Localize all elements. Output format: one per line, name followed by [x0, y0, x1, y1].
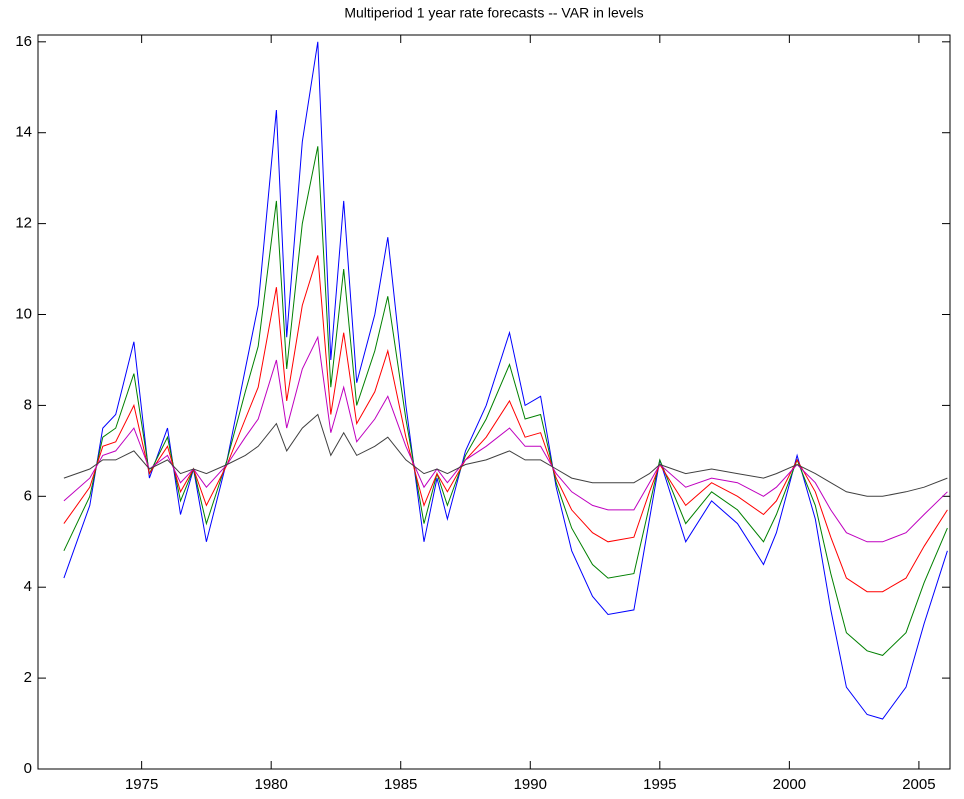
x-tick-label: 1975: [125, 776, 158, 793]
x-tick-label: 1985: [384, 776, 417, 793]
y-tick-label: 14: [15, 124, 32, 141]
chart-title: Multiperiod 1 year rate forecasts -- VAR…: [344, 5, 643, 21]
y-tick-label: 2: [24, 669, 32, 686]
y-tick-label: 8: [24, 396, 32, 413]
y-tick-label: 12: [15, 215, 32, 232]
y-tick-label: 4: [24, 578, 32, 595]
x-tick-label: 1980: [254, 776, 287, 793]
x-tick-label: 1990: [514, 776, 547, 793]
y-tick-label: 0: [24, 760, 32, 777]
y-tick-label: 16: [15, 33, 32, 50]
plot-frame: [37, 34, 951, 770]
x-tick-label: 2005: [902, 776, 935, 793]
series-line: [63, 41, 948, 720]
series-line: [63, 146, 948, 656]
series-line: [63, 255, 948, 593]
series-line: [63, 335, 948, 543]
x-tick-label: 2000: [773, 776, 806, 793]
y-tick-label: 10: [15, 305, 32, 322]
x-tick-label: 1995: [643, 776, 676, 793]
series-line: [63, 413, 948, 497]
y-tick-label: 6: [24, 487, 32, 504]
